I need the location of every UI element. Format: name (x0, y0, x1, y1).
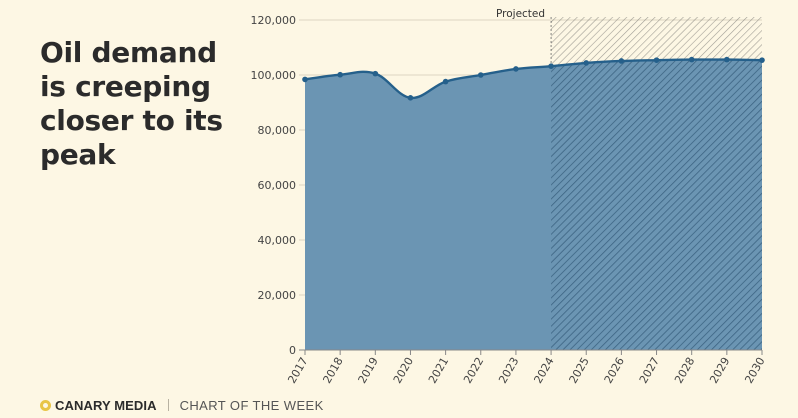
chart-of-the-week-label: CHART OF THE WEEK (179, 397, 324, 413)
y-tick-label-80000: 80,000 (258, 124, 297, 137)
x-tick-label-2019: 2019 (356, 355, 381, 386)
x-tick-label-2029: 2029 (707, 355, 732, 386)
data-points (302, 56, 765, 101)
projected-label: Projected (496, 8, 545, 20)
x-tick-label-2021: 2021 (426, 355, 451, 386)
data-point-2024 (548, 63, 554, 69)
footer-divider (167, 399, 169, 411)
brand-name[interactable]: CANARY MEDIA (55, 397, 157, 413)
demand-line (304, 58, 763, 100)
y-tick-label-60000: 60,000 (258, 179, 297, 192)
x-tick-label-2027: 2027 (637, 355, 662, 386)
x-tick-label-2022: 2022 (461, 355, 486, 386)
data-point-2017 (302, 76, 308, 83)
x-tick-label-2020: 2020 (391, 355, 416, 386)
canary-logo-icon (40, 399, 51, 411)
x-tick-label-2025: 2025 (567, 355, 592, 386)
x-tick-label-2024: 2024 (531, 355, 556, 386)
y-tick-label-20000: 20,000 (258, 289, 297, 302)
data-point-2018 (337, 71, 343, 78)
data-point-2019 (372, 70, 379, 77)
x-tick-label-2017: 2017 (285, 355, 310, 386)
data-point-2020 (407, 95, 414, 101)
area-series (304, 58, 763, 350)
data-point-2028 (688, 56, 695, 63)
data-point-2022 (477, 72, 484, 78)
y-tick-label-120000: 120,000 (251, 14, 297, 27)
y-tick-label-40000: 40,000 (258, 234, 297, 247)
x-tick-label-2026: 2026 (602, 355, 627, 386)
projected-area-hatch (551, 59, 762, 350)
data-point-2023 (513, 66, 519, 72)
x-tick-label-2028: 2028 (672, 355, 697, 386)
headline: Oil demand is creeping closer to its pea… (40, 36, 223, 171)
data-point-2026 (618, 58, 625, 64)
y-tick-label-0: 0 (289, 344, 296, 357)
x-tick-label-2030: 2030 (742, 355, 767, 386)
y-tick-label-100000: 100,000 (251, 69, 297, 82)
data-point-2029 (724, 56, 730, 63)
data-point-2021 (442, 78, 449, 85)
x-tick-label-2023: 2023 (496, 355, 521, 386)
x-tick-label-2018: 2018 (320, 355, 345, 386)
data-point-2030 (759, 57, 765, 63)
data-point-2025 (583, 60, 590, 66)
data-point-2027 (653, 57, 660, 63)
footer: CANARY MEDIA CHART OF THE WEEK (40, 395, 324, 415)
